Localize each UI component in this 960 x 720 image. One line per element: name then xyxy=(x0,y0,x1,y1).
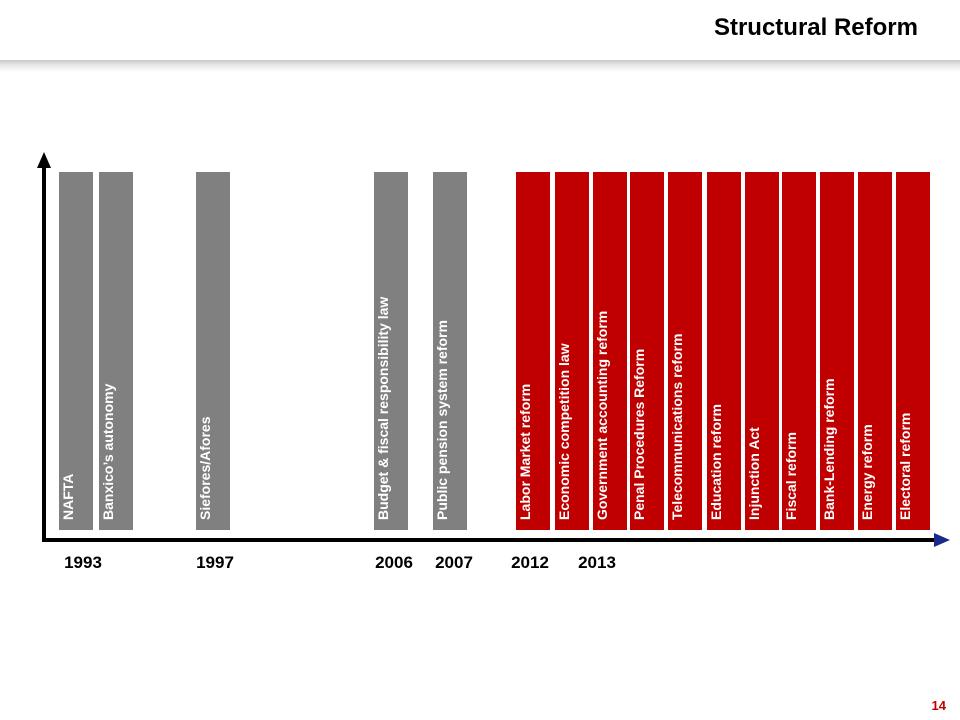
year-label: 2007 xyxy=(435,553,473,572)
reform-bar: Bank-Lending reform xyxy=(820,172,854,530)
reform-bar: Economic competition law xyxy=(555,172,589,530)
reform-bar-label: Government accounting reform xyxy=(594,310,610,520)
reform-bar: Government accounting reform xyxy=(593,172,627,530)
reform-bar: Budget & fiscal responsibility law xyxy=(374,172,408,530)
reform-bar-label: Electoral reform xyxy=(897,412,913,520)
reform-bar-label: NAFTA xyxy=(60,473,76,520)
reform-bar: Electoral reform xyxy=(896,172,930,530)
year-label: 2012 xyxy=(511,553,549,572)
horizontal-axis-arrow-icon xyxy=(934,533,950,547)
title-divider xyxy=(0,60,960,72)
page-number: 14 xyxy=(931,698,946,713)
reform-bar-label: Economic competition law xyxy=(556,343,572,520)
reform-bar: Siefores/Afores xyxy=(196,172,230,530)
reform-bar-label: Education reform xyxy=(708,404,724,520)
reform-bar: Fiscal reform xyxy=(782,172,816,530)
year-label: 2013 xyxy=(578,553,616,572)
vertical-axis-arrow-icon xyxy=(37,152,51,168)
reform-bar: Education reform xyxy=(707,172,741,530)
page-title: Structural Reform xyxy=(713,14,918,41)
reform-bar-label: Injunction Act xyxy=(746,427,762,520)
reform-bar-label: Penal Procedures Reform xyxy=(631,348,647,520)
reform-bar-label: Energy reform xyxy=(859,424,875,520)
reform-bar: NAFTA xyxy=(59,172,93,530)
reform-bar-label: Fiscal reform xyxy=(783,432,799,520)
reform-bar-label: Siefores/Afores xyxy=(197,416,213,520)
reform-bar-label: Public pension system reform xyxy=(434,320,450,520)
year-label: 2006 xyxy=(375,553,413,572)
reform-bar-label: Telecommunications reform xyxy=(669,333,685,520)
reform-bar: Labor Market reform xyxy=(516,172,550,530)
year-label: 1997 xyxy=(196,553,234,572)
reform-bar: Telecommunications reform xyxy=(668,172,702,530)
year-label: 1993 xyxy=(64,553,102,572)
reform-bar: Banxico’s autonomy xyxy=(99,172,133,530)
reform-bar: Public pension system reform xyxy=(433,172,467,530)
reform-bar-label: Labor Market reform xyxy=(517,383,533,520)
reform-bar-label: Budget & fiscal responsibility law xyxy=(375,296,391,520)
reform-bar: Injunction Act xyxy=(745,172,779,530)
reform-bar: Penal Procedures Reform xyxy=(630,172,664,530)
reform-bar-label: Bank-Lending reform xyxy=(821,378,837,520)
reform-bar-label: Banxico’s autonomy xyxy=(100,383,116,520)
reform-bar: Energy reform xyxy=(858,172,892,530)
